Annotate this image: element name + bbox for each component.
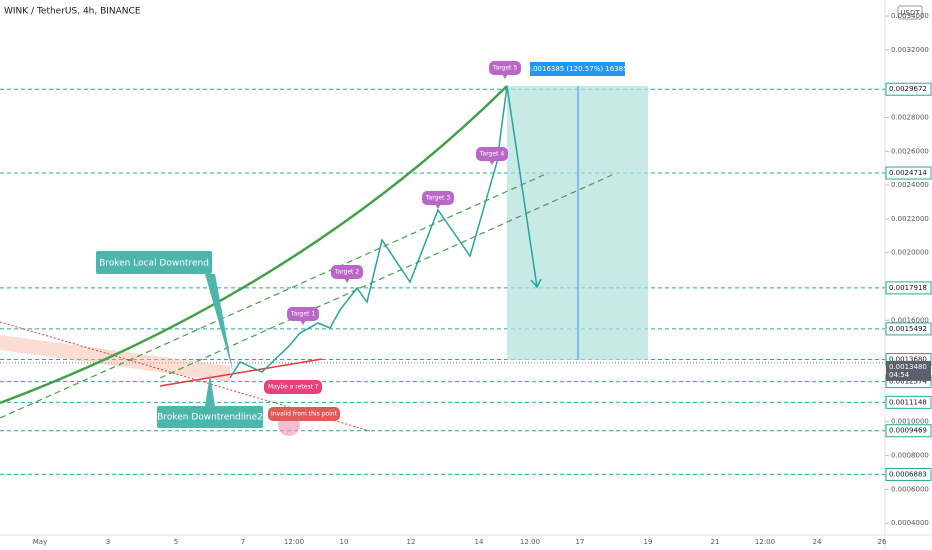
y-tick-label: 0.0016000 xyxy=(891,316,929,324)
y-tick-label: 0.0008000 xyxy=(891,452,929,460)
retest-box xyxy=(264,380,322,394)
y-tick-label: 0.0028000 xyxy=(891,113,929,121)
measure-label-box xyxy=(530,62,625,76)
target-label: Target 5 xyxy=(492,65,517,72)
last-price-box xyxy=(886,360,931,381)
projection-arrow xyxy=(530,278,542,289)
last-price-label: 0.0013480 xyxy=(889,363,927,371)
x-tick-label: 10 xyxy=(340,538,349,546)
x-tick-label: 12:00 xyxy=(520,538,540,546)
target-box xyxy=(287,307,319,321)
callout-box xyxy=(96,251,212,274)
target-tail xyxy=(300,320,306,325)
currency-button[interactable] xyxy=(897,5,923,20)
invalid-box xyxy=(268,407,340,421)
level-label: 0.0009469 xyxy=(889,427,927,435)
y-tick-label: 0.0026000 xyxy=(891,147,929,155)
level-label-box xyxy=(885,166,932,180)
target-tail xyxy=(489,160,495,165)
callout-box xyxy=(157,406,263,428)
measure-label: 0.0016385 (120.57%) 16385 xyxy=(526,65,627,73)
y-tick-label: 0.0034000 xyxy=(891,12,929,20)
level-label: 0.0006883 xyxy=(889,470,927,478)
target-tail xyxy=(435,204,441,209)
level-label-box xyxy=(885,424,932,438)
parabolic-curve xyxy=(0,85,508,405)
y-tick-label: 0.0010000 xyxy=(891,418,929,426)
level-label: 0.0013680 xyxy=(889,356,927,364)
downtrend-band xyxy=(0,335,230,382)
target-label: Target 1 xyxy=(290,311,315,318)
countdown: 04:54 xyxy=(889,371,910,379)
chart-title: WINK / TetherUS, 4h, BINANCE xyxy=(4,7,141,17)
y-tick-label: 0.0032000 xyxy=(891,46,929,54)
callout-pointer xyxy=(205,374,215,406)
level-label-box xyxy=(885,395,932,409)
x-tick-label: 5 xyxy=(174,538,178,546)
y-tick-label: 0.0004000 xyxy=(891,519,929,527)
target-box xyxy=(422,191,454,205)
target-tail xyxy=(502,74,508,79)
level-label-box xyxy=(885,281,932,295)
target-box xyxy=(489,61,521,75)
y-tick-label: 0.0006000 xyxy=(891,485,929,493)
level-label: 0.0011148 xyxy=(889,398,927,406)
x-tick-label: 26 xyxy=(878,538,887,546)
channel-upper xyxy=(0,172,549,419)
level-label: 0.0015492 xyxy=(889,325,927,333)
retest-text: Maybe a retest ? xyxy=(268,384,318,391)
currency: USDT xyxy=(900,9,920,17)
y-tick-label: 0.0024000 xyxy=(891,181,929,189)
x-tick-label: 14 xyxy=(475,538,484,546)
callout-pointer xyxy=(205,274,233,372)
level-label: 0.0024714 xyxy=(889,169,927,177)
target-box xyxy=(331,265,363,279)
target-tail xyxy=(344,278,350,283)
level-label: 0.0017918 xyxy=(889,284,927,292)
x-tick-label: 17 xyxy=(576,538,585,546)
x-tick-label: 12 xyxy=(407,538,416,546)
x-tick-label: 12:00 xyxy=(284,538,304,546)
y-tick-label: 0.0020000 xyxy=(891,249,929,257)
x-tick-label: 19 xyxy=(644,538,653,546)
y-tick-label: 0.0022000 xyxy=(891,215,929,223)
channel-lower xyxy=(159,174,613,379)
x-tick-label: 7 xyxy=(241,538,245,546)
target-label: Target 3 xyxy=(425,195,450,202)
level-label-box xyxy=(885,467,932,481)
level-label: 0.0012374 xyxy=(889,378,927,386)
level-label-box xyxy=(885,322,932,336)
x-tick-label: May xyxy=(33,538,47,546)
callout-text: Broken Downtrendline2 xyxy=(157,413,263,423)
invalid-text: Invalid from this point xyxy=(271,411,338,418)
target-box xyxy=(476,147,508,161)
target-label: Target 2 xyxy=(334,269,359,276)
target-label: Target 4 xyxy=(479,151,504,158)
x-tick-label: 3 xyxy=(106,538,110,546)
x-tick-label: 12:00 xyxy=(755,538,775,546)
x-tick-label: 21 xyxy=(711,538,720,546)
callout-text: Broken Local Downtrend xyxy=(99,259,209,269)
x-tick-label: 24 xyxy=(813,538,822,546)
projection-path xyxy=(229,85,538,379)
level-label: 0.0029672 xyxy=(889,85,927,93)
support-line xyxy=(159,358,323,387)
level-label-box xyxy=(885,82,932,96)
